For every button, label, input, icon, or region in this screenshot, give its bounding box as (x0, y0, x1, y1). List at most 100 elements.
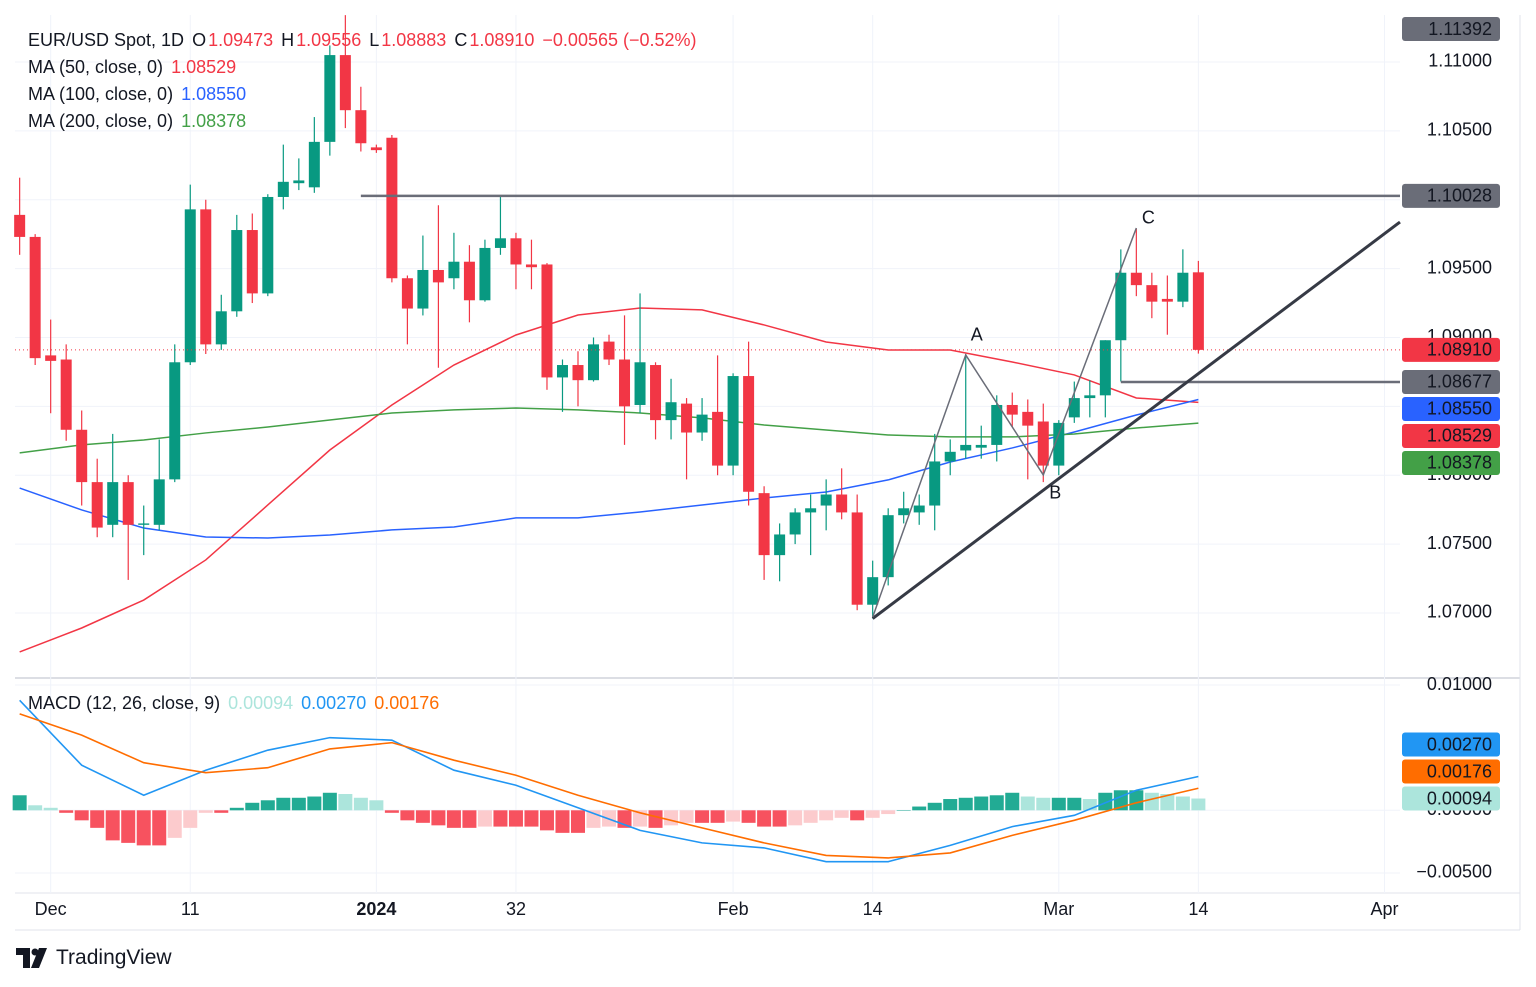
candle-body (619, 359, 631, 407)
candle-body (339, 55, 351, 111)
histogram-bar (1082, 799, 1097, 811)
candle-body (851, 512, 863, 605)
price-tag-label: 1.08550 (1427, 399, 1492, 419)
candle-body (603, 341, 615, 360)
candle-body (91, 482, 103, 528)
candle-body (789, 512, 801, 535)
histogram-bar (803, 810, 818, 823)
ohlc-key: C (454, 30, 468, 50)
candle-body (1115, 272, 1127, 341)
candle-body (1130, 272, 1142, 286)
candle-body (29, 236, 41, 359)
price-tag-label: 1.08910 (1427, 340, 1492, 360)
macd-tag-label: 0.00176 (1427, 761, 1492, 781)
candle-body (1068, 398, 1080, 418)
candle-body (308, 141, 320, 188)
histogram-bar (431, 810, 446, 826)
histogram-bar (462, 810, 477, 828)
level-tag-label: 1.10028 (1427, 186, 1492, 206)
candle-body (743, 376, 755, 492)
histogram-bar (74, 810, 89, 821)
candle-body (836, 494, 848, 513)
candle-body (153, 479, 165, 525)
histogram-bar (974, 796, 989, 811)
candle-body (1006, 404, 1018, 415)
histogram-bar (896, 810, 911, 811)
candle-body (324, 55, 336, 142)
ma-name: MA (100, close, 0) (28, 84, 174, 104)
histogram-bar (772, 810, 787, 827)
histogram-bar (183, 810, 198, 828)
pattern-label: C (1142, 208, 1155, 228)
candle-body (231, 230, 243, 312)
histogram-bar (943, 799, 958, 811)
histogram-bar (136, 810, 151, 846)
x-tick-label: 14 (1188, 899, 1208, 919)
candle-body (107, 482, 119, 525)
signal-value: 0.00176 (374, 693, 440, 713)
change: −0.00565 (542, 30, 618, 50)
ohlc-key: L (369, 30, 380, 50)
histogram-bar (555, 810, 570, 833)
candle-body (262, 196, 274, 294)
histogram-bar (664, 810, 679, 826)
candle-body (432, 269, 444, 283)
macd-line (19, 699, 1199, 863)
candle-body (1161, 298, 1173, 302)
histogram-bar (757, 810, 772, 827)
histogram-bar (384, 810, 399, 813)
candle-body (14, 214, 26, 237)
x-tick-label: 32 (506, 899, 526, 919)
histogram-bar (819, 810, 834, 821)
candle-body (572, 365, 584, 381)
histogram-bar (43, 807, 58, 811)
ohlc-key: O (192, 30, 207, 50)
pattern-line (871, 227, 1138, 618)
change-pct: (−0.52%) (622, 30, 697, 50)
price-tag-label: 1.08677 (1427, 372, 1492, 392)
histogram-bar (1175, 796, 1190, 811)
histogram-bar (338, 794, 353, 811)
trendline (871, 220, 1401, 620)
histogram-bar (1036, 797, 1051, 811)
brand: TradingView (56, 946, 172, 969)
ma-value: 1.08550 (181, 84, 247, 104)
candle-body (820, 494, 832, 506)
ohlc-value: 1.08910 (469, 30, 535, 50)
histogram-bar (322, 792, 337, 811)
candle-body (1022, 411, 1034, 426)
macd-tag-label: 0.00270 (1427, 734, 1492, 754)
x-tick-label: 11 (181, 899, 200, 919)
candle-body (60, 359, 72, 430)
candle-body (696, 414, 708, 433)
x-tick-label: 2024 (356, 899, 396, 919)
candle-body (45, 355, 57, 361)
histogram-bar (927, 802, 942, 811)
histogram-bar (307, 796, 322, 811)
histogram-bar (90, 810, 105, 828)
histogram-bar (291, 797, 306, 811)
ohlc-value: 1.09556 (296, 30, 362, 50)
histogram-bar (167, 810, 182, 838)
histogram-bar (508, 810, 523, 827)
candle-body (525, 264, 537, 268)
ma-name: MA (50, close, 0) (28, 57, 164, 77)
candle-body (867, 577, 879, 605)
candle-body (370, 147, 382, 151)
candle-body (650, 365, 662, 421)
candle-body (588, 344, 600, 381)
candle-body (169, 362, 181, 480)
histogram-bar (989, 795, 1004, 811)
ma-legend: MA (200, close, 0) 1.08378 (28, 108, 246, 135)
candle-body (200, 209, 212, 345)
histogram-bar (1005, 792, 1020, 811)
candle-body (1053, 422, 1065, 466)
macd-tag-label: 0.00094 (1427, 788, 1492, 808)
ma-legend: MA (100, close, 0) 1.08550 (28, 81, 246, 108)
x-tick-label: Dec (35, 899, 67, 919)
histogram-bar (788, 810, 803, 826)
candle-body (1037, 421, 1049, 466)
candle-body (463, 261, 475, 301)
ohlc-key: H (281, 30, 295, 50)
